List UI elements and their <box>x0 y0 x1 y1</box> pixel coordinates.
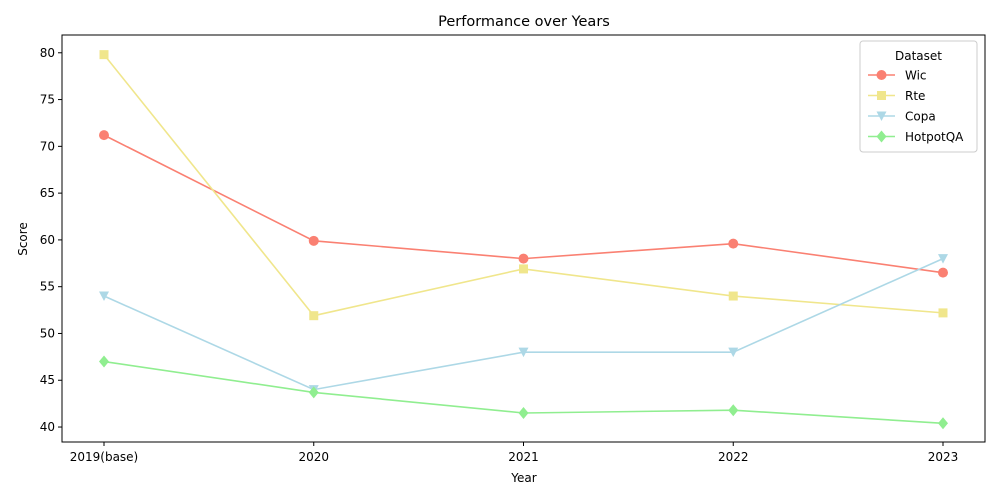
legend-marker-wic <box>876 70 887 80</box>
data-point-copa <box>518 347 529 358</box>
x-tick-label: 2019(base) <box>70 450 139 464</box>
series-rte <box>99 50 948 321</box>
chart-title: Performance over Years <box>438 14 610 30</box>
legend-marker-copa <box>876 111 887 121</box>
legend: Dataset Wic Rte Copa HotpotQA <box>859 40 978 153</box>
x-tick-label: 2020 <box>298 450 329 464</box>
y-tick-label: 75 <box>40 93 55 107</box>
data-point-copa <box>938 254 948 264</box>
x-tick-label: 2022 <box>718 450 749 464</box>
series-copa <box>99 254 948 395</box>
y-tick-label: 60 <box>40 233 55 247</box>
legend-label-hotpotqa: HotpotQA <box>905 130 964 144</box>
legend-title: Dataset <box>895 49 942 63</box>
data-point-wic <box>938 267 948 278</box>
y-tick-label: 45 <box>40 373 55 387</box>
x-tick-label: 2021 <box>508 450 539 464</box>
legend-label-copa: Copa <box>905 110 936 124</box>
y-tick-label: 65 <box>40 186 55 200</box>
series-hotpotqa <box>99 355 948 430</box>
data-point-wic <box>728 238 739 249</box>
y-axis-title: Score <box>16 222 30 256</box>
y-tick-label: 70 <box>40 139 55 153</box>
data-point-wic <box>308 235 319 246</box>
y-tick-label: 80 <box>40 46 55 60</box>
plot-frame <box>61 34 986 443</box>
data-point-copa <box>728 347 739 358</box>
y-tick-label: 50 <box>40 326 55 340</box>
data-point-rte <box>99 50 109 60</box>
data-point-hotpotqa <box>308 386 319 399</box>
x-axis-title: Year <box>510 471 536 485</box>
series-line-copa <box>103 257 944 391</box>
legend-marker-hotpotqa <box>876 130 887 143</box>
series-line-rte <box>103 54 944 317</box>
data-point-rte <box>728 291 738 301</box>
data-point-hotpotqa <box>938 417 948 430</box>
data-point-hotpotqa <box>99 355 109 368</box>
data-point-wic <box>518 253 529 264</box>
legend-box <box>859 40 978 153</box>
data-point-rte <box>309 311 319 321</box>
data-point-hotpotqa <box>728 404 739 417</box>
legend-label-rte: Rte <box>905 89 925 103</box>
legend-label-wic: Wic <box>905 69 927 83</box>
data-point-rte <box>938 308 948 318</box>
y-tick-label: 55 <box>40 280 55 294</box>
x-tick-label: 2023 <box>928 450 959 464</box>
data-point-wic <box>99 130 109 141</box>
series-wic <box>99 130 948 278</box>
y-tick-label: 40 <box>40 420 55 434</box>
legend-marker-rte <box>877 91 886 100</box>
plot-area: 2019(base) 2020 2021 2022 2023 40 45 50 55 60 65 70… <box>40 34 986 464</box>
data-point-hotpotqa <box>518 406 529 419</box>
series-line-wic <box>103 134 944 274</box>
data-point-rte <box>519 264 528 274</box>
data-point-copa <box>99 291 109 302</box>
